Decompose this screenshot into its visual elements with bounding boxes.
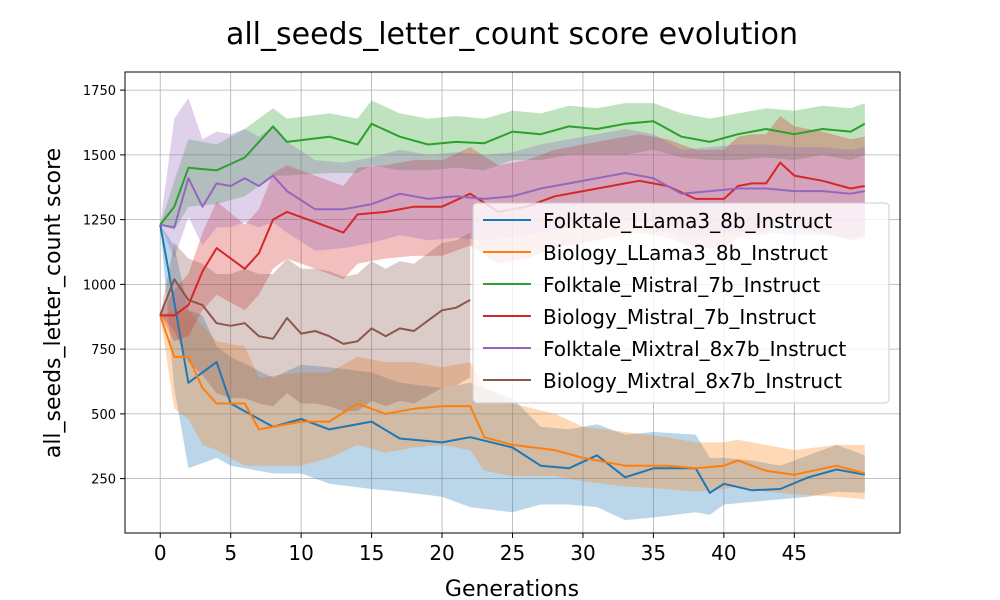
legend-label: Biology_Mistral_7b_Instruct xyxy=(543,305,816,329)
series-line xyxy=(159,120,866,226)
x-tick-label: 20 xyxy=(429,541,454,565)
x-axis: 0 5 10 15 20 25 30 35 40 45 xyxy=(154,533,807,565)
x-tick-label: 30 xyxy=(570,541,595,565)
y-axis-label: all_seeds_letter_count score xyxy=(41,148,66,458)
x-axis-label: Generations xyxy=(445,577,579,600)
series-band xyxy=(160,100,865,230)
x-tick-label: 0 xyxy=(154,541,167,565)
x-tick-label: 10 xyxy=(288,541,313,565)
x-tick-label: 15 xyxy=(359,541,384,565)
y-axis: 250 500 750 1000 1250 1500 1750 xyxy=(83,84,125,488)
x-tick-label: 35 xyxy=(641,541,666,565)
x-tick-label: 25 xyxy=(500,541,525,565)
y-tick-label: 250 xyxy=(91,473,116,488)
x-tick-label: 45 xyxy=(782,541,807,565)
y-tick-label: 750 xyxy=(91,343,116,358)
legend-label: Folktale_Mistral_7b_Instruct xyxy=(543,273,820,297)
x-tick-label: 5 xyxy=(224,541,237,565)
y-tick-label: 500 xyxy=(91,408,116,423)
y-tick-label: 1500 xyxy=(83,149,116,164)
legend-label: Folktale_LLama3_8b_Instruct xyxy=(543,209,832,233)
series-band xyxy=(160,232,471,412)
x-tick-label: 40 xyxy=(711,541,736,565)
series-line xyxy=(160,172,865,229)
series-band xyxy=(160,224,865,521)
confidence-bands xyxy=(160,97,865,521)
series-lines xyxy=(159,120,866,494)
y-tick-label: 1750 xyxy=(83,84,116,99)
y-tick-label: 1250 xyxy=(83,214,116,229)
legend-label: Folktale_Mixtral_8x7b_Instruct xyxy=(543,337,846,361)
series-line xyxy=(159,278,471,345)
legend-label: Biology_Mixtral_8x7b_Instruct xyxy=(543,369,842,393)
y-tick-label: 1000 xyxy=(83,278,116,293)
series-line xyxy=(159,224,865,494)
chart-title: all_seeds_letter_count score evolution xyxy=(226,17,798,52)
legend: Folktale_LLama3_8b_Instruct Biology_LLama… xyxy=(472,202,890,404)
legend-label: Biology_LLama3_8b_Instruct xyxy=(543,241,828,265)
series-line xyxy=(159,315,866,476)
series-band xyxy=(160,310,865,500)
legend-box xyxy=(472,202,890,404)
